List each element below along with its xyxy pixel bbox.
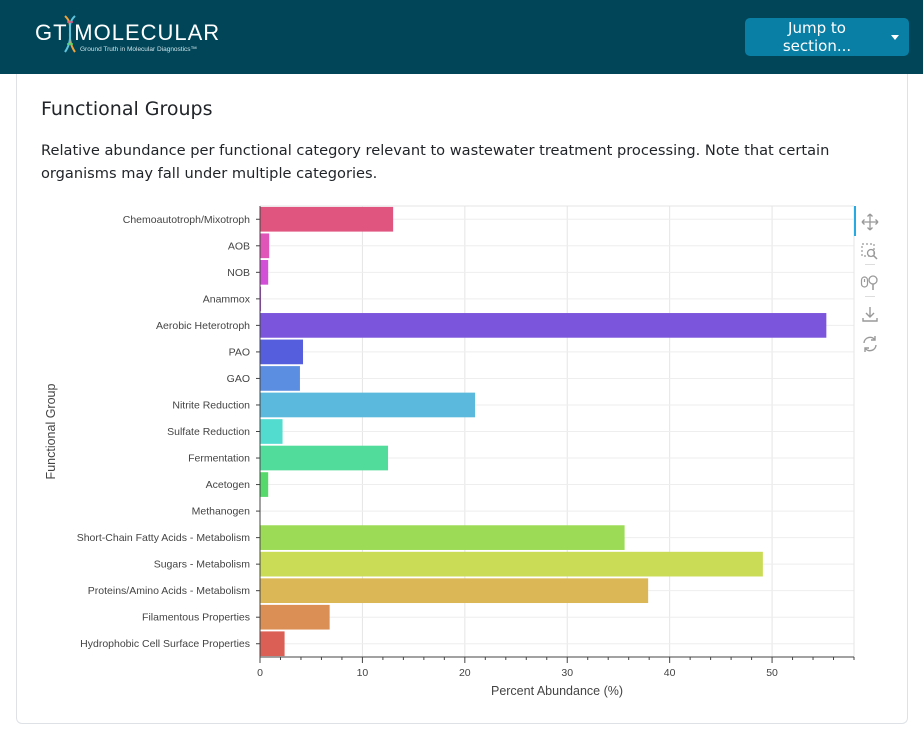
gt-molecular-logo[interactable]: GT MOLECULAR Ground Truth in Molecular D… — [35, 14, 235, 60]
y-tick-label: Sulfate Reduction — [167, 426, 250, 438]
x-tick-label: 10 — [357, 667, 369, 679]
bar-12[interactable] — [260, 525, 625, 550]
y-tick-label: Short-Chain Fatty Acids - Metabolism — [77, 532, 251, 544]
y-tick-label: Fermentation — [188, 453, 250, 465]
y-tick-label: AOB — [228, 240, 250, 252]
top-navbar: GT MOLECULAR Ground Truth in Molecular D… — [0, 0, 923, 74]
wheel-zoom-icon[interactable] — [860, 272, 880, 292]
y-tick-label: Acetogen — [206, 479, 251, 491]
x-tick-label: 20 — [459, 667, 471, 679]
bar-6[interactable] — [260, 366, 300, 391]
bar-4[interactable] — [260, 313, 827, 338]
y-tick-label: Aerobic Heterotroph — [156, 320, 250, 332]
y-tick-label: Hydrophobic Cell Surface Properties — [80, 638, 250, 650]
logo-text: GT MOLECULAR — [35, 20, 221, 45]
y-tick-label: Nitrite Reduction — [172, 399, 250, 411]
bar-8[interactable] — [260, 419, 283, 444]
bar-13[interactable] — [260, 551, 763, 577]
y-tick-label: Proteins/Amino Acids - Metabolism — [88, 585, 250, 597]
bar-7[interactable] — [260, 392, 476, 418]
bar-14[interactable] — [260, 578, 649, 604]
section-description: Relative abundance per functional catego… — [41, 142, 830, 182]
dna-helix-icon — [64, 15, 76, 53]
functional-groups-chart[interactable]: Chemoautotroph/Mixotroph AOB NOB Anammox Aer… — [40, 200, 855, 710]
bar-1[interactable] — [260, 233, 270, 259]
logo-tagline: Ground Truth in Molecular Diagnostics™ — [80, 46, 198, 53]
bar-0[interactable] — [260, 206, 394, 232]
bar-10[interactable] — [260, 472, 269, 497]
y-tick-label: Chemoautotroph/Mixotroph — [123, 214, 250, 226]
y-axis-title: Functional Group — [44, 384, 58, 480]
y-tick-label: Sugars - Metabolism — [154, 559, 251, 571]
save-icon[interactable] — [860, 304, 880, 324]
toolbar-separator — [865, 264, 875, 265]
chart-toolbar — [854, 206, 886, 356]
x-tick-label: 30 — [561, 667, 573, 679]
y-tick-label: NOB — [227, 267, 250, 279]
box-zoom-icon[interactable] — [860, 242, 880, 262]
x-tick-label: 40 — [664, 667, 676, 679]
y-tick-label: Filamentous Properties — [142, 612, 250, 624]
bar-15[interactable] — [260, 604, 330, 630]
bar-3[interactable] — [260, 286, 262, 312]
toolbar-active-indicator — [854, 206, 856, 236]
bar-2[interactable] — [260, 259, 269, 285]
section-title: Functional Groups — [41, 98, 213, 120]
y-tick-label: Anammox — [203, 293, 251, 305]
x-axis-title: Percent Abundance (%) — [491, 684, 623, 698]
jump-to-section-label: Jump to section... — [782, 19, 852, 55]
bar-16[interactable] — [260, 631, 285, 657]
bar-9[interactable] — [260, 445, 389, 471]
x-tick-label: 0 — [257, 667, 263, 679]
jump-to-section-dropdown[interactable]: Jump to section... — [745, 18, 909, 56]
caret-down-icon — [891, 34, 899, 40]
pan-icon[interactable] — [860, 212, 880, 232]
y-tick-label: PAO — [229, 346, 250, 358]
y-tick-label: GAO — [227, 373, 250, 385]
y-tick-label: Methanogen — [192, 506, 251, 518]
reset-icon[interactable] — [860, 334, 880, 354]
x-tick-label: 50 — [766, 667, 778, 679]
toolbar-separator — [865, 296, 875, 297]
bar-5[interactable] — [260, 339, 304, 365]
